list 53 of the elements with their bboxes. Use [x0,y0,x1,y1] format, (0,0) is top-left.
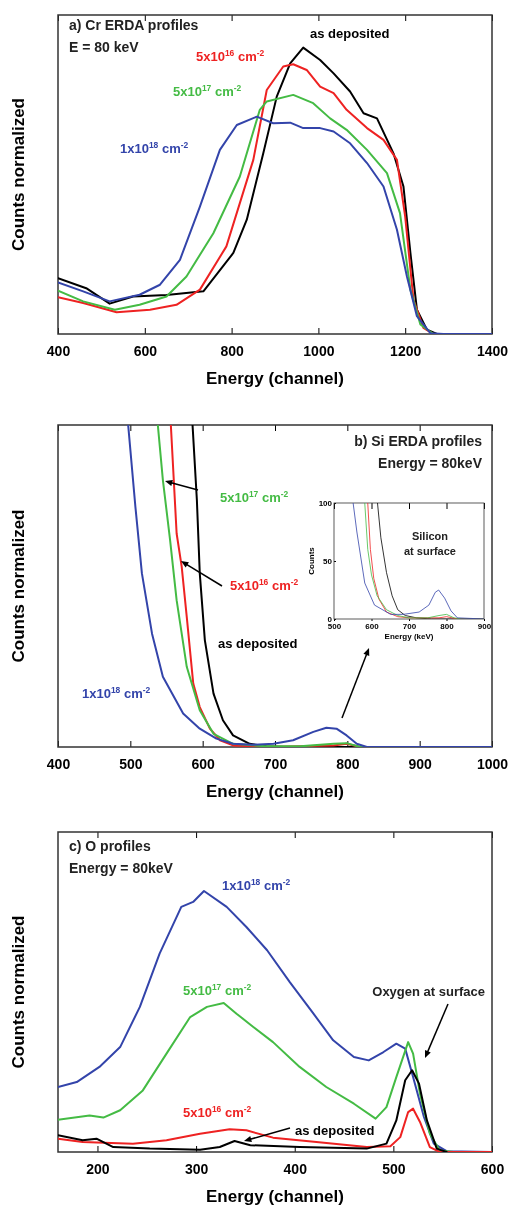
annotation: Oxygen at surface [372,984,485,999]
y-axis-title: Counts normalized [9,97,28,252]
series-label: 5x10$^{16}$ cm$^{-2}$ [183,1104,252,1120]
x-axis-title: Energy (channel) [206,782,344,801]
x-tick-label: 400 [46,755,71,772]
y-axis-title: Counts [307,546,316,575]
legend-label: as deposited [310,26,390,41]
text: b) Si ERDA profiles [354,433,483,449]
series-label: as deposited [218,636,298,651]
chart-subtitle: Energy = 80keV [69,860,174,876]
y-tick-label: 50 [323,557,333,567]
x-tick-label: 900 [408,755,433,772]
x-axis-title: Energy (channel) [206,369,344,388]
x-tick-label: 800 [440,621,455,631]
series-label: 5x10$^{16}$ cm$^{-2}$ [196,48,265,64]
x-tick-label: 700 [263,755,288,772]
x-tick-label: 600 [480,1160,505,1177]
x-tick-label: 500 [382,1160,406,1177]
legend-label: as deposited [295,1123,375,1138]
x-tick-label: 800 [220,342,244,359]
x-tick-label: 1200 [390,342,422,359]
series-label: 5x10$^{17}$ cm$^{-2}$ [183,982,252,998]
y-tick-label: 100 [318,499,333,509]
x-tick-label: 1000 [476,755,509,772]
text: 5x10$^{16}$ cm$^{-2}$ [230,577,299,593]
x-tick-label: 1000 [303,342,335,359]
x-tick-label: 500 [327,621,342,631]
text: 5x10$^{17}$ cm$^{-2}$ [220,489,289,505]
series-label: 1x10$^{18}$ cm$^{-2}$ [82,685,151,701]
y-axis-title: Counts normalized [9,509,28,663]
chart-subtitle: E = 80 keV [69,39,140,55]
y-axis-title: Counts normalized [9,915,28,1069]
x-tick-label: 600 [133,342,158,359]
x-tick-label: 200 [86,1160,110,1177]
annotation: Silicon at surface [404,530,456,557]
x-tick-label: 400 [283,1160,308,1177]
x-tick-label: 300 [184,1160,209,1177]
x-tick-label: 800 [336,755,360,772]
text: Energy = 80keV [378,455,483,471]
x-tick-label: 700 [402,621,417,631]
x-tick-label: 400 [46,342,71,359]
x-axis-title: Energy (channel) [206,1187,344,1206]
series-label: 1x10$^{18}$ cm$^{-2}$ [222,877,291,893]
x-tick-label: 600 [191,755,216,772]
text: 1x10$^{18}$ cm$^{-2}$ [120,140,189,156]
x-tick-label: 900 [477,621,492,631]
x-axis-title: Energy (keV) [384,632,434,641]
x-tick-label: 1400 [476,342,509,359]
x-tick-label: 600 [365,621,380,631]
series-label: 5x10$^{17}$ cm$^{-2}$ [173,83,242,99]
x-tick-label: 500 [119,755,143,772]
chart-title: c) O profiles [69,838,151,854]
chart-title: a) Cr ERDA profiles [69,17,199,33]
